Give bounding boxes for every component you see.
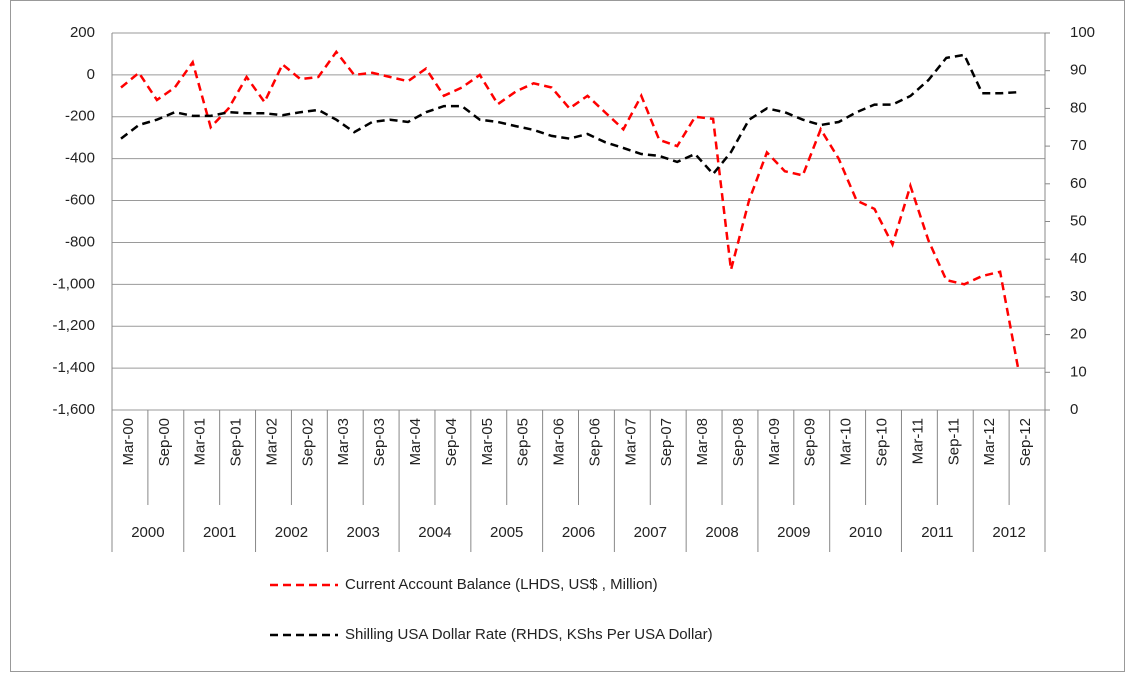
x-tick-label: Mar-01 xyxy=(192,418,209,466)
year-label: 2005 xyxy=(490,524,523,541)
y-tick-label: -1,200 xyxy=(52,317,95,334)
year-label: 2011 xyxy=(921,524,953,541)
y-tick-label: -1,600 xyxy=(52,401,95,418)
x-tick-label: Sep-07 xyxy=(658,418,675,466)
x-tick-label: Mar-03 xyxy=(335,418,352,466)
y2-tick-label: 100 xyxy=(1070,24,1095,41)
y2-tick-label: 80 xyxy=(1070,99,1087,116)
y2-tick-label: 10 xyxy=(1070,363,1087,380)
y-tick-label: -400 xyxy=(65,150,95,167)
year-label: 2010 xyxy=(849,524,882,541)
x-tick-label: Mar-00 xyxy=(120,418,137,466)
y-tick-label: -200 xyxy=(65,108,95,125)
x-tick-label: Mar-10 xyxy=(838,418,855,466)
year-label: 2012 xyxy=(992,524,1025,541)
series-line xyxy=(120,53,1019,176)
x-tick-label: Mar-11 xyxy=(909,418,926,464)
year-label: 2000 xyxy=(131,524,164,541)
year-label: 2001 xyxy=(203,524,236,541)
y2-tick-label: 30 xyxy=(1070,288,1087,305)
y-tick-label: -1,000 xyxy=(52,275,95,292)
y2-tick-label: 70 xyxy=(1070,137,1087,154)
y2-tick-label: 60 xyxy=(1070,175,1087,192)
year-label: 2002 xyxy=(275,524,308,541)
x-tick-label: Sep-09 xyxy=(802,418,819,466)
x-tick-label: Sep-12 xyxy=(1017,418,1034,466)
y2-tick-label: 50 xyxy=(1070,212,1087,229)
x-tick-label: Mar-12 xyxy=(981,418,998,466)
y-tick-label: -800 xyxy=(65,233,95,250)
x-tick-label: Mar-07 xyxy=(622,418,639,466)
legend-label: Shilling USA Dollar Rate (RHDS, KShs Per… xyxy=(345,626,713,643)
y-tick-label: 0 xyxy=(87,66,95,83)
x-tick-label: Mar-06 xyxy=(551,418,568,466)
y2-tick-label: 0 xyxy=(1070,401,1078,418)
year-label: 2008 xyxy=(705,524,738,541)
x-tick-label: Sep-01 xyxy=(228,418,245,466)
year-label: 2009 xyxy=(777,524,810,541)
x-tick-label: Mar-02 xyxy=(263,418,280,466)
x-tick-label: Mar-09 xyxy=(766,418,783,466)
x-tick-label: Sep-10 xyxy=(874,418,891,466)
x-tick-label: Mar-04 xyxy=(407,418,424,466)
y-tick-label: -1,400 xyxy=(52,359,95,376)
y-tick-label: 200 xyxy=(70,24,95,41)
year-label: 2006 xyxy=(562,524,595,541)
x-tick-label: Sep-08 xyxy=(730,418,747,466)
x-tick-label: Mar-08 xyxy=(694,418,711,466)
x-tick-label: Sep-04 xyxy=(443,418,460,466)
x-tick-label: Mar-05 xyxy=(479,418,496,466)
year-label: 2004 xyxy=(418,524,451,541)
x-tick-label: Sep-02 xyxy=(299,418,316,466)
y2-tick-label: 90 xyxy=(1070,62,1087,79)
y2-tick-label: 20 xyxy=(1070,326,1087,343)
y-tick-label: -600 xyxy=(65,192,95,209)
year-label: 2003 xyxy=(347,524,380,541)
x-tick-label: Sep-11 xyxy=(945,418,962,465)
legend-label: Current Account Balance (LHDS, US$ , Mil… xyxy=(345,576,658,593)
x-tick-label: Sep-00 xyxy=(156,418,173,466)
x-tick-label: Sep-06 xyxy=(586,418,603,466)
x-tick-label: Sep-05 xyxy=(515,418,532,466)
year-label: 2007 xyxy=(634,524,667,541)
y2-tick-label: 40 xyxy=(1070,250,1087,267)
x-tick-label: Sep-03 xyxy=(371,418,388,466)
chart-frame xyxy=(10,0,1125,672)
